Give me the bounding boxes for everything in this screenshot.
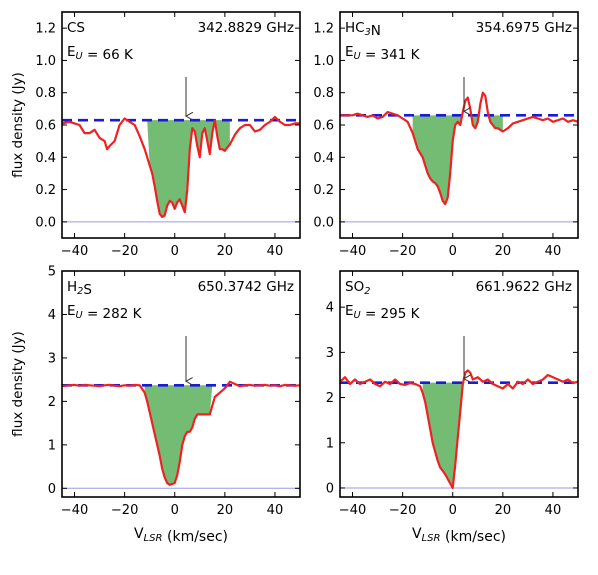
spectrum-line [340,91,578,206]
spectrum-line [340,369,578,490]
spectrum-line [62,380,300,486]
y-tick-label: 1.2 [313,22,334,37]
y-tick-label: 3 [326,346,334,361]
y-tick-label: 0.6 [35,119,56,134]
y-tick-label: 0.2 [313,183,334,198]
y-tick-label: 0.0 [35,215,56,230]
x-tick-label: 40 [545,503,562,518]
y-tick-label: 0.0 [313,215,334,230]
y-axis-label: flux density (Jy) [10,72,26,178]
y-tick-label: 2 [326,391,334,406]
spectrum-line [62,115,300,219]
x-axis-label: VLSR (km/sec) [412,526,506,545]
x-tick-label: 20 [495,244,512,259]
energy-label: EU = 282 K [67,303,143,322]
panel-4: −40 −20 0 20 40 0 1 2 3 4 SO2 661.9622 GHz EU = 295 … [326,270,579,545]
y-tick-label: 3 [48,351,56,366]
energy-label: EU = 66 K [67,44,134,63]
x-tick-label: 20 [495,503,512,518]
panel-1: −40 −20 0 20 40 0.0 0.2 0.4 0.6 0.8 1.0 1.2 CS 342.88… [10,11,301,259]
y-tick-label: 4 [48,308,56,323]
x-axis-label: VLSR (km/sec) [134,526,228,545]
x-tick-label: 0 [449,503,457,518]
x-tick-label: 40 [267,244,284,259]
y-tick-label: 4 [326,301,334,316]
y-tick-label: 0 [326,481,334,496]
energy-label: EU = 341 K [345,44,421,63]
y-tick-label: 5 [48,265,56,280]
plot-frame [339,270,579,498]
x-tick-label: 40 [545,244,562,259]
x-tick-label: 0 [171,244,179,259]
y-tick-label: 1 [326,436,334,451]
frequency-label: 661.9622 GHz [476,279,572,295]
y-tick-label: 0.8 [313,86,334,101]
y-tick-label: 0.4 [35,151,56,166]
frequency-label: 354.6975 GHz [476,20,572,36]
plot-frame [61,270,301,498]
molecule-label: SO2 [345,279,370,297]
x-tick-label: 40 [267,503,284,518]
x-tick-label: −40 [61,503,88,518]
x-tick-label: −20 [111,244,138,259]
energy-label: EU = 295 K [345,303,421,322]
x-tick-label: −40 [61,244,88,259]
y-tick-label: 1.0 [313,54,334,69]
y-tick-label: 2 [48,395,56,410]
panel-3: −40 −20 0 20 40 0 1 2 3 4 5 H2S 650.3742 GHz EU = 282… [10,265,301,545]
x-tick-label: 20 [217,244,234,259]
x-tick-label: 0 [171,503,179,518]
x-tick-label: −20 [111,503,138,518]
y-tick-label: 0.8 [35,86,56,101]
panel-2: −40 −20 0 20 40 0.0 0.2 0.4 0.6 0.8 1.0 1.2 HC3N 354.… [313,11,579,259]
y-tick-label: 0.4 [313,151,334,166]
y-tick-label: 1.0 [35,54,56,69]
molecule-label: H2S [67,279,92,298]
absorption-fill [412,115,503,205]
y-tick-label: 0.6 [313,119,334,134]
y-tick-label: 0 [48,482,56,497]
molecule-label: CS [67,20,85,36]
x-tick-label: −40 [339,244,366,259]
y-tick-label: 1 [48,438,56,453]
y-tick-label: 0.2 [35,183,56,198]
frequency-label: 342.8829 GHz [198,20,294,36]
x-tick-label: −40 [339,503,366,518]
x-tick-label: 0 [449,244,457,259]
frequency-label: 650.3742 GHz [198,279,294,295]
x-tick-label: 20 [217,503,234,518]
x-tick-label: −20 [389,503,416,518]
molecule-label: HC3N [345,20,381,39]
x-tick-label: −20 [389,244,416,259]
y-tick-label: 1.2 [35,22,56,37]
y-axis-label: flux density (Jy) [10,331,26,437]
